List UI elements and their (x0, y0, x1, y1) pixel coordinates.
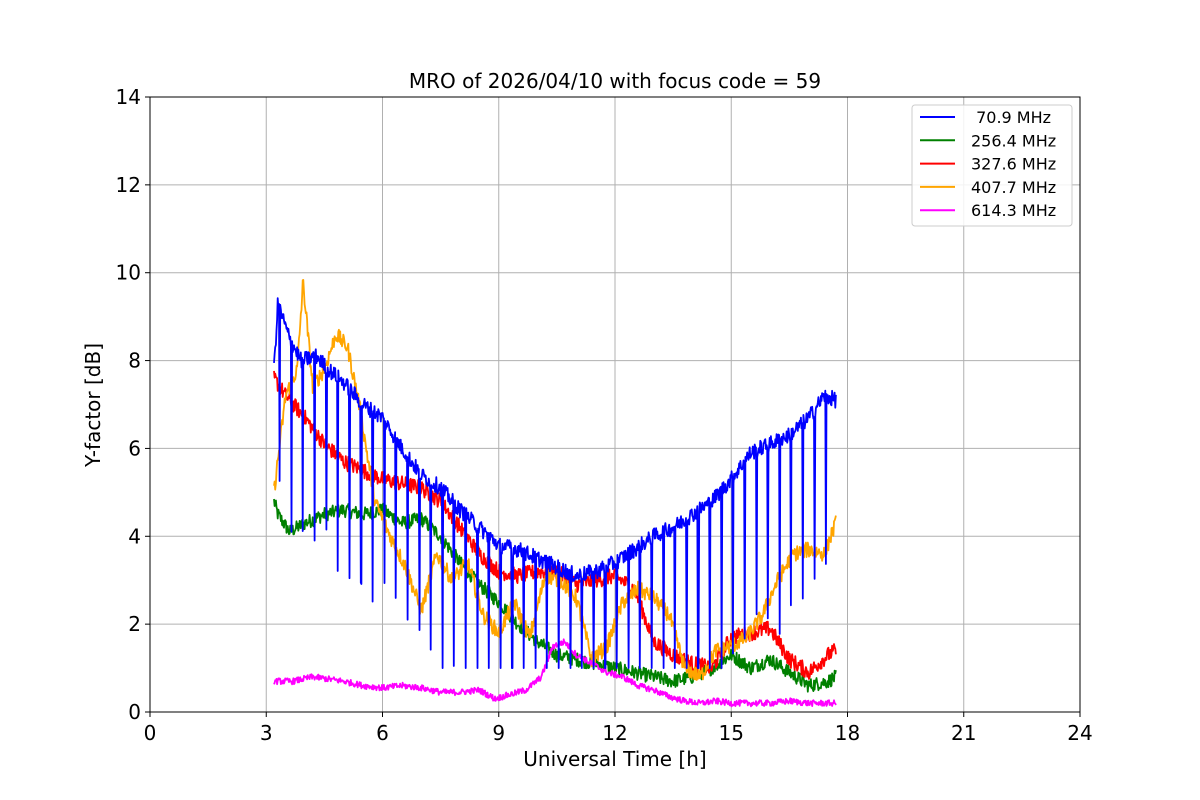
y-axis-title: Y-factor [dB] (81, 343, 105, 468)
y-tick-label: 8 (128, 349, 141, 373)
series-line (273, 498, 837, 693)
legend-label: 407.7 MHz (971, 178, 1056, 197)
x-tick-label: 24 (1067, 721, 1092, 745)
y-tick-label: 14 (116, 85, 141, 109)
x-tick-label: 15 (719, 721, 744, 745)
legend-label: 70.9 MHz (971, 108, 1051, 127)
x-tick-label: 0 (144, 721, 157, 745)
x-tick-label: 3 (260, 721, 273, 745)
x-tick-label: 18 (835, 721, 860, 745)
x-tick-label: 6 (376, 721, 389, 745)
chart-title: MRO of 2026/04/10 with focus code = 59 (409, 69, 821, 93)
y-tick-label: 6 (128, 436, 141, 460)
series-layer (273, 279, 837, 708)
x-tick-label: 21 (951, 721, 976, 745)
legend-box (911, 104, 1073, 227)
y-tick-label: 2 (128, 612, 141, 636)
legend: 70.9 MHz 256.4 MHz 327.6 MHz 407.7 MHz 614.3… (911, 104, 1073, 227)
legend-label: 614.3 MHz (971, 201, 1056, 220)
x-tick-label: 12 (602, 721, 627, 745)
x-axis-title: Universal Time [h] (523, 747, 706, 771)
y-tick-label: 4 (128, 524, 141, 548)
legend-label: 327.6 MHz (971, 155, 1056, 174)
series-line (273, 638, 837, 708)
y-tick-label: 0 (128, 700, 141, 724)
y-tick-label: 12 (116, 173, 141, 197)
x-tick-label: 9 (492, 721, 505, 745)
legend-label: 256.4 MHz (971, 131, 1056, 150)
series-line (273, 297, 837, 669)
y-tick-label: 10 (116, 261, 141, 285)
